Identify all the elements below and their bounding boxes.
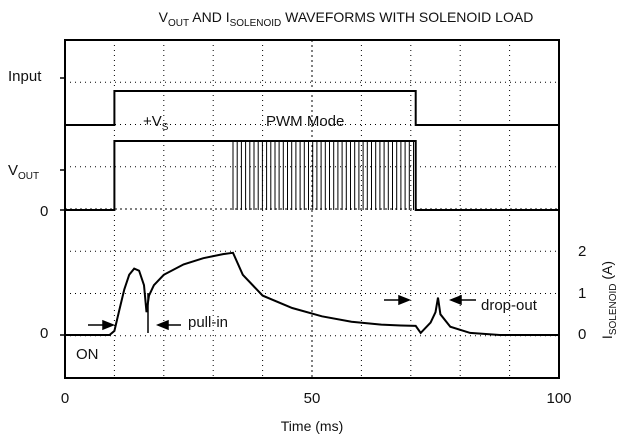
drop-out-arrows <box>384 294 476 306</box>
x-tick-label-100: 100 <box>546 390 571 407</box>
annotation-on: ON <box>76 346 99 363</box>
on-arrow <box>88 319 116 331</box>
annotation-vs: +VS <box>143 113 169 133</box>
annotation-pwm: PWM Mode <box>266 113 344 130</box>
series-current-trace <box>65 251 559 336</box>
right-tick-label-0: 0 <box>578 326 586 343</box>
right-tick-label-2: 2 <box>578 243 586 260</box>
chart-title: VOUT AND ISOLENOID WAVEFORMS WITH SOLENO… <box>159 9 534 29</box>
annotation-pull-in: pull-in <box>188 314 228 331</box>
x-tick-label-50: 50 <box>304 390 321 407</box>
label-input: Input <box>8 68 42 85</box>
label-vout: VOUT <box>8 162 39 182</box>
x-tick-label-0: 0 <box>61 390 69 407</box>
pull-in-arrow <box>147 293 181 333</box>
right-tick-label-1: 1 <box>578 285 586 302</box>
x-axis-label: Time (ms) <box>281 418 343 434</box>
label-zero-top: 0 <box>40 203 48 220</box>
series-input-trace <box>65 90 559 126</box>
annotation-drop-out: drop-out <box>481 297 538 314</box>
label-zero-bottom: 0 <box>40 325 48 342</box>
series-vout-pwm-trace <box>232 141 414 210</box>
right-axis-label: ISOLENOID (A) <box>599 261 619 339</box>
